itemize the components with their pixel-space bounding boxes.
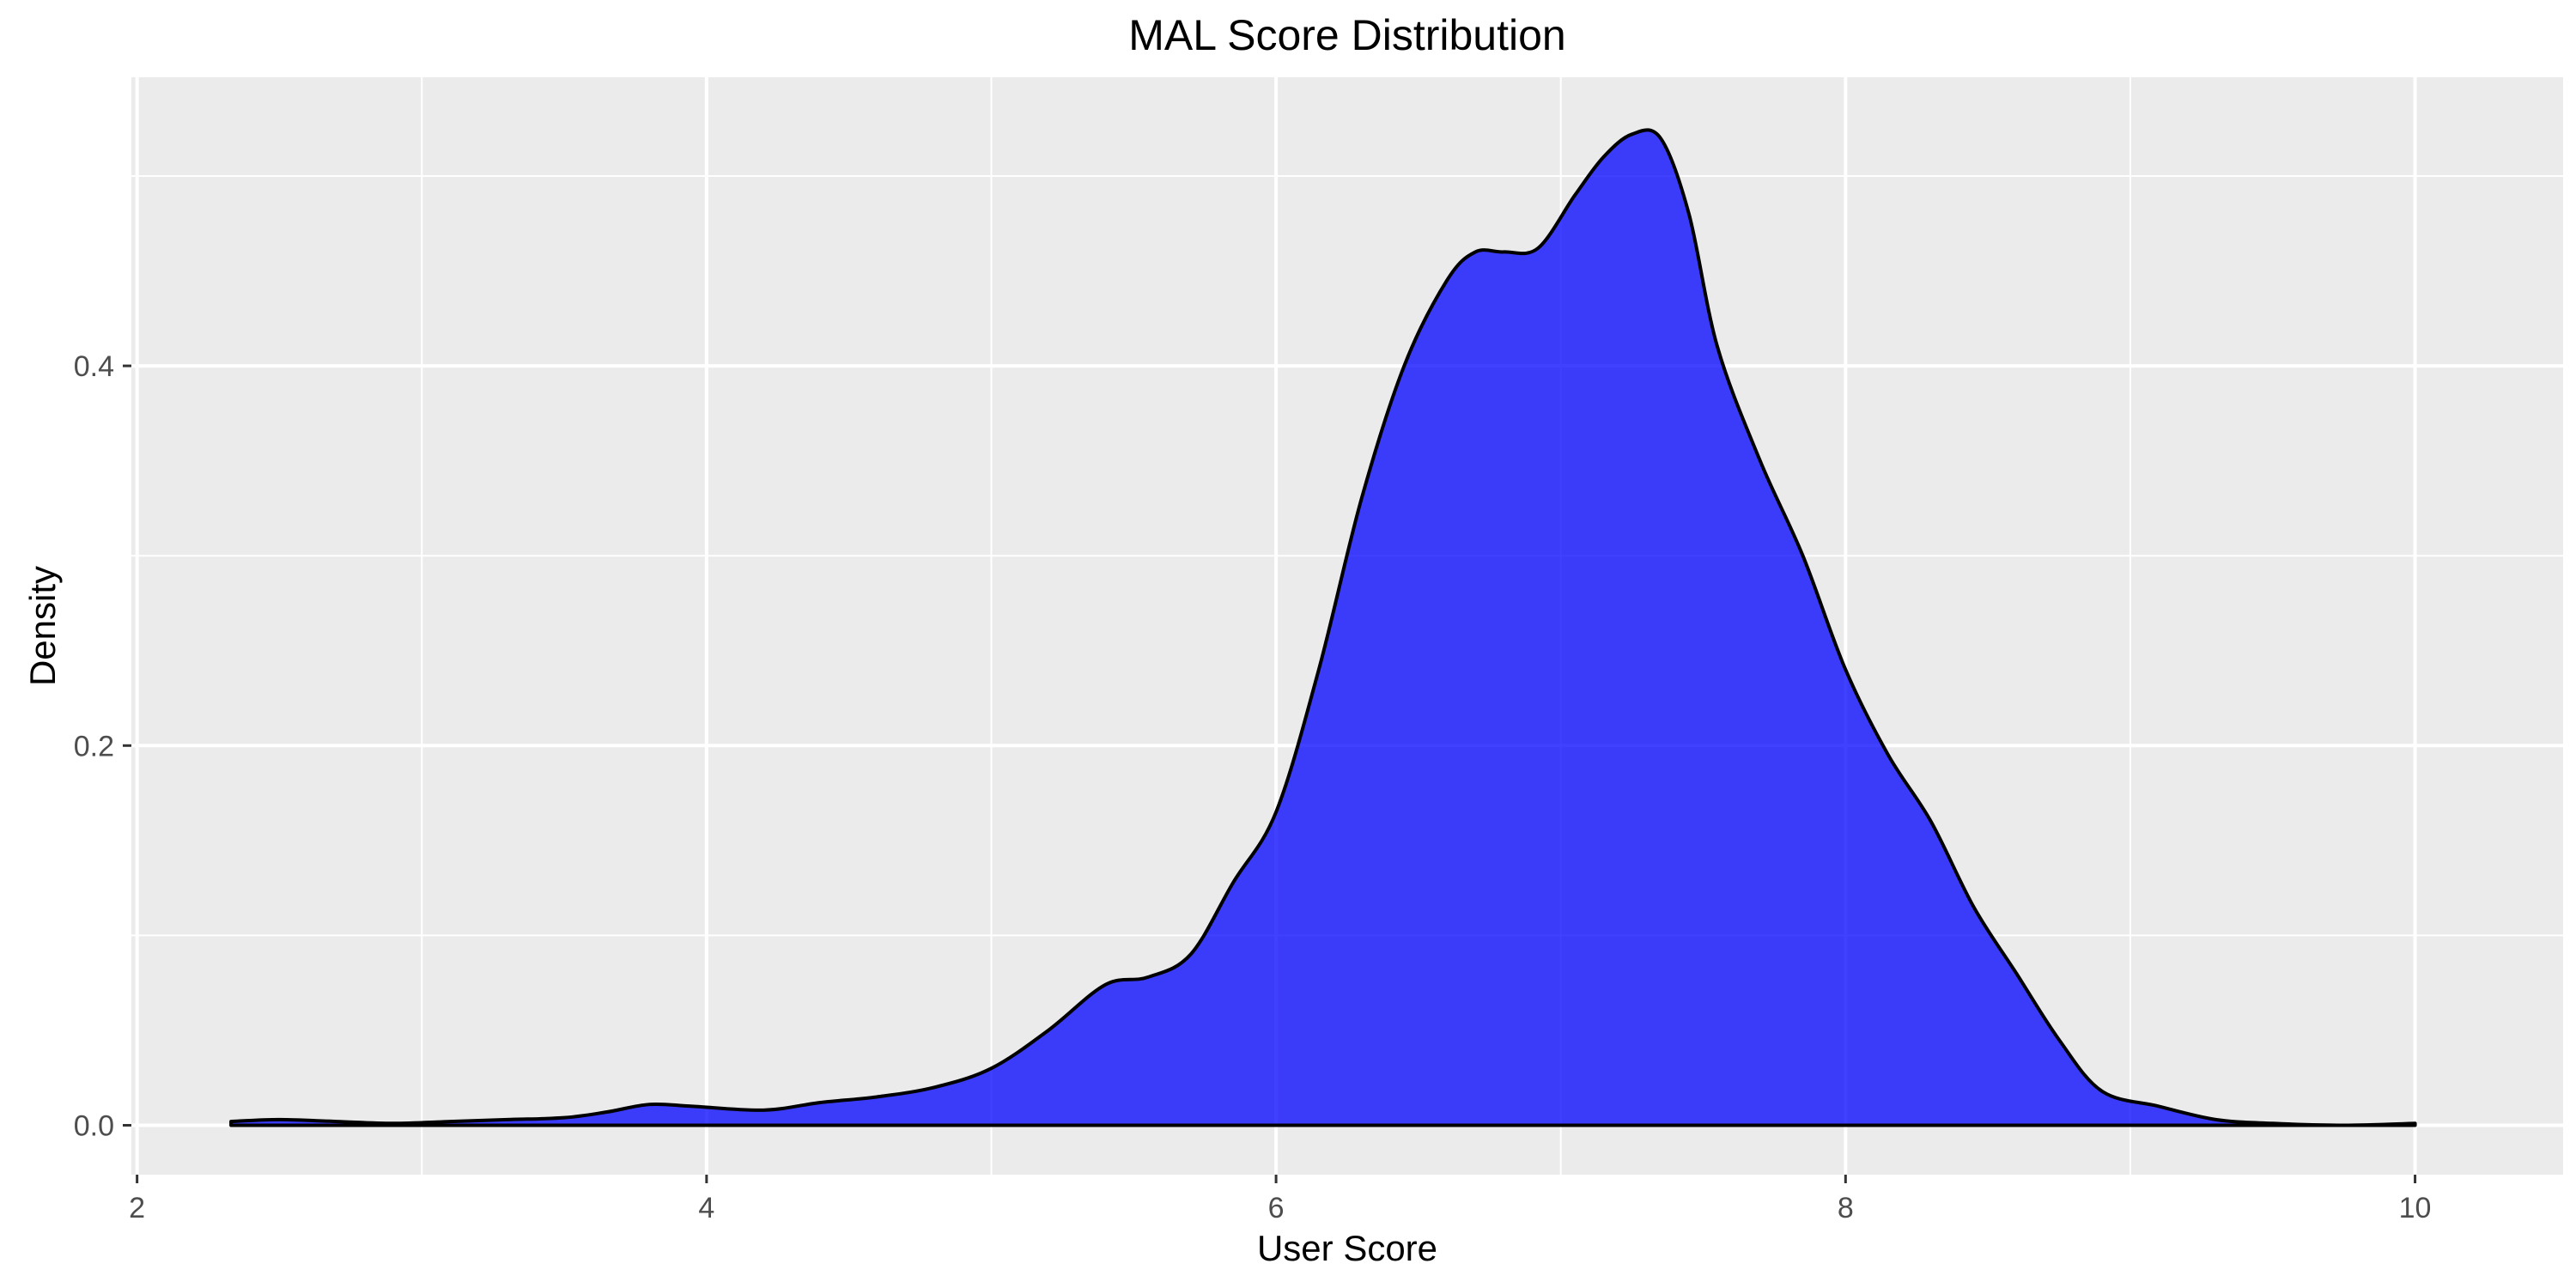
x-tick-label: 8 <box>1838 1192 1854 1224</box>
density-area <box>229 128 2417 1127</box>
x-tick-label: 4 <box>698 1192 714 1224</box>
y-tick-label: 0.2 <box>74 730 114 762</box>
x-axis: 2 4 6 8 10 <box>129 1175 2431 1224</box>
y-axis-label: Density <box>22 566 63 686</box>
x-tick-label: 10 <box>2399 1192 2432 1224</box>
y-tick-label: 0.0 <box>74 1110 114 1143</box>
chart-title: MAL Score Distribution <box>1128 11 1565 59</box>
y-tick-label: 0.4 <box>74 350 114 383</box>
x-tick-label: 6 <box>1268 1192 1285 1224</box>
y-axis: 0.0 0.2 0.4 <box>74 350 131 1143</box>
x-tick-label: 2 <box>129 1192 145 1224</box>
x-axis-label: User Score <box>1257 1228 1437 1268</box>
